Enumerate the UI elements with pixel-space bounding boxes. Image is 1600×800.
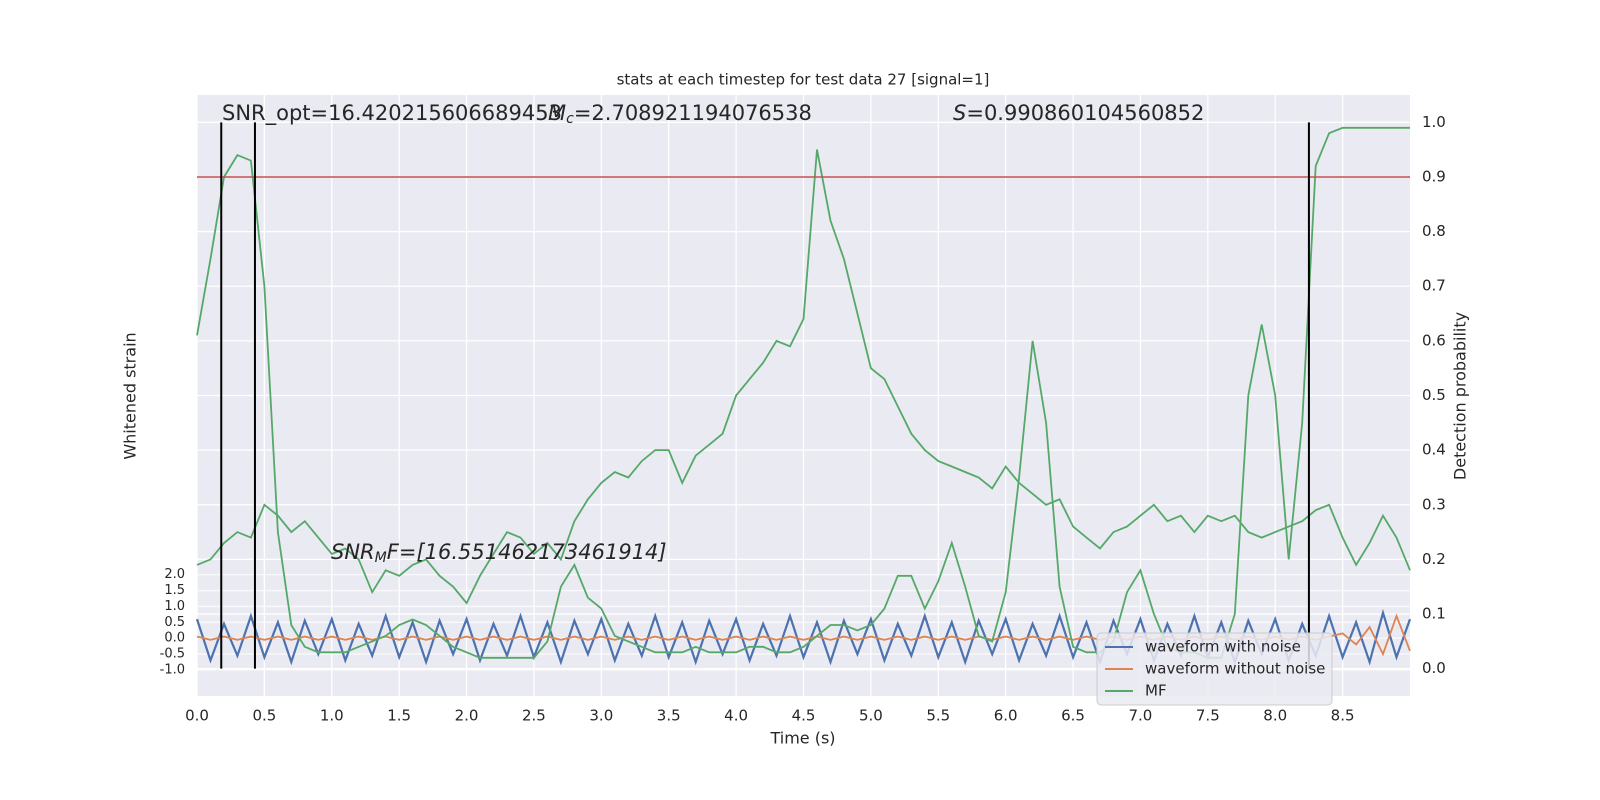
y2-tick-label: 0.5 — [1422, 386, 1446, 404]
x-tick-label: 5.5 — [926, 707, 950, 725]
x-tick-label: 1.5 — [387, 707, 411, 725]
y2-tick-label: 0.7 — [1422, 277, 1446, 295]
annotation: S=0.990860104560852 — [953, 101, 1204, 125]
annotation-text: =2.708921194076538 — [574, 101, 812, 125]
x-tick-label: 2.0 — [455, 707, 479, 725]
x-tick-label: 7.0 — [1129, 707, 1153, 725]
x-tick-label: 3.0 — [589, 707, 613, 725]
annotation-symbol: S — [953, 101, 966, 125]
legend: waveform with noise waveform without nois… — [1096, 632, 1333, 706]
x-tick-label: 0.5 — [252, 707, 276, 725]
y-axis-label: Whitened strain — [121, 332, 140, 459]
series-line — [196, 149, 1411, 605]
y2-tick-label: 0.2 — [1422, 550, 1446, 568]
annotation: SNRMF=[16.551462173461914] — [331, 540, 667, 566]
x-tick-label: 0.0 — [185, 707, 209, 725]
legend-box — [1096, 632, 1333, 706]
x-tick-label: 1.0 — [320, 707, 344, 725]
y2-tick-label: 0.0 — [1422, 659, 1446, 677]
x-tick-label: 6.5 — [1061, 707, 1085, 725]
annotation-subscript: M — [375, 550, 387, 566]
x-tick-label: 2.5 — [522, 707, 546, 725]
x-tick-label: 7.5 — [1196, 707, 1220, 725]
x-tick-label: 5.0 — [859, 707, 883, 725]
y2-tick-label: 0.9 — [1422, 167, 1446, 185]
y2-tick-label: 0.4 — [1422, 441, 1446, 459]
y-tick-label: -1.0 — [160, 662, 185, 677]
annotation-text: =0.990860104560852 — [966, 101, 1204, 125]
y2-tick-label: 0.6 — [1422, 331, 1446, 349]
y-tick-label: 1.5 — [164, 583, 185, 598]
y2-tick-label: 0.1 — [1422, 605, 1446, 623]
legend-label: MF — [1145, 682, 1167, 700]
y-tick-label: 0.5 — [164, 615, 185, 630]
x-tick-label: 4.0 — [724, 707, 748, 725]
chart-title: stats at each timestep for test data 27 … — [617, 71, 990, 89]
annotation: SNR_opt=16.420215606689453 — [222, 101, 562, 126]
y-tick-label: -0.5 — [160, 647, 185, 662]
legend-label: waveform without noise — [1145, 660, 1325, 678]
x-tick-label: 6.0 — [994, 707, 1018, 725]
x-tick-label: 8.5 — [1331, 707, 1355, 725]
x-tick-label: 3.5 — [657, 707, 681, 725]
legend-label: waveform with noise — [1145, 638, 1301, 656]
annotation-symbol: SNR — [331, 540, 375, 564]
annotation-symbol: M — [548, 101, 566, 125]
y-tick-label: 1.0 — [164, 599, 185, 614]
x-axis-label: Time (s) — [769, 729, 835, 748]
annotation: Mc=2.708921194076538 — [548, 101, 812, 127]
y2-tick-label: 0.8 — [1422, 222, 1446, 240]
x-tick-label: 8.0 — [1263, 707, 1287, 725]
y-tick-label: 2.0 — [164, 567, 185, 582]
y2-tick-label: 1.0 — [1422, 113, 1446, 131]
x-tick-label: 4.5 — [792, 707, 816, 725]
y2-tick-label: 0.3 — [1422, 495, 1446, 513]
annotation-text: F=[16.551462173461914] — [387, 540, 667, 564]
y2-axis-label: Detection probability — [1451, 312, 1470, 480]
annotation-subscript: c — [566, 111, 574, 127]
y-tick-label: 0.0 — [164, 631, 185, 646]
